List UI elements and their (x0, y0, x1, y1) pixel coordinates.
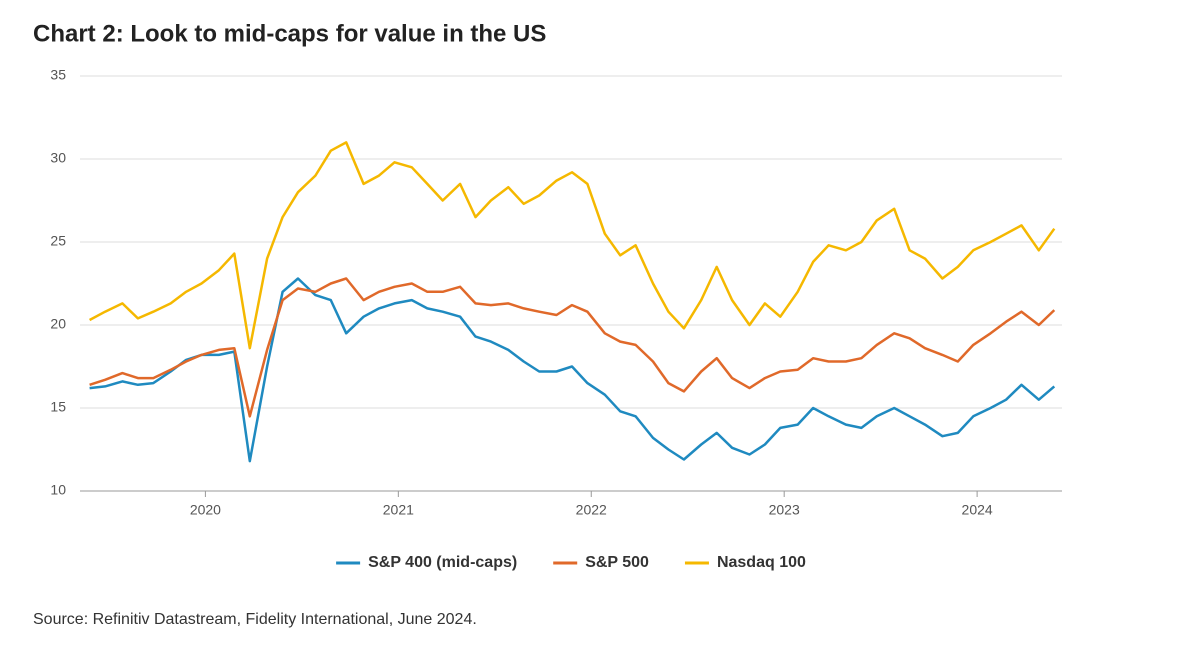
x-tick-label: 2022 (576, 502, 607, 518)
y-tick-label: 35 (50, 67, 66, 83)
chart-title: Chart 2: Look to mid-caps for value in t… (33, 20, 546, 47)
y-tick-label: 10 (50, 482, 66, 498)
legend-label: S&P 500 (585, 554, 649, 571)
y-tick-label: 15 (50, 399, 66, 415)
series-line (89, 277, 1056, 418)
x-tick-label: 2024 (962, 502, 993, 518)
x-tick-label: 2023 (769, 502, 800, 518)
source-note: Source: Refinitiv Datastream, Fidelity I… (33, 611, 477, 628)
series-line (89, 141, 1056, 350)
y-tick-label: 30 (50, 150, 66, 166)
series-line (89, 277, 1056, 463)
y-tick-label: 20 (50, 316, 66, 332)
x-tick-label: 2020 (190, 502, 221, 518)
legend-label: S&P 400 (mid-caps) (368, 554, 517, 571)
x-tick-label: 2021 (383, 502, 414, 518)
legend-label: Nasdaq 100 (717, 554, 806, 571)
y-tick-label: 25 (50, 233, 66, 249)
